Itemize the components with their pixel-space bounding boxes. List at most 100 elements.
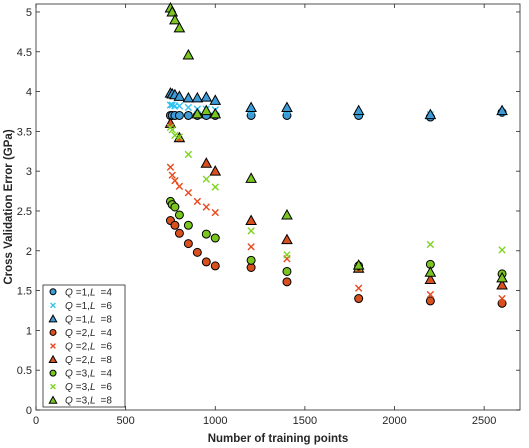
data-point (168, 171, 176, 179)
legend-marker (50, 383, 56, 390)
data-point (191, 107, 204, 119)
data-point (209, 107, 222, 119)
data-point (183, 239, 193, 249)
legend-label: Q =3,L =4 (65, 369, 112, 380)
data-point (200, 157, 213, 168)
x-tick-label: 0 (33, 415, 39, 427)
x-tick-label: 2500 (472, 415, 496, 427)
data-point (211, 183, 219, 191)
data-point (282, 266, 292, 276)
data-point (182, 91, 195, 103)
data-point (281, 101, 293, 112)
legend-marker (48, 395, 58, 404)
data-point (281, 208, 293, 220)
data-point (170, 220, 180, 230)
series-q1-l8 (164, 87, 508, 120)
data-point (352, 104, 365, 116)
data-point (247, 243, 255, 251)
x-axis-title: Number of training points (208, 433, 349, 445)
data-point (184, 150, 193, 159)
data-point (210, 261, 220, 271)
legend-entry: Q =3,L =6 (50, 382, 112, 393)
y-axis-ticks: 0 0.5 1 1.5 2 2.5 3 3.5 4 4.5 5 (17, 7, 520, 417)
legend-marker (50, 302, 56, 309)
legend-box (42, 284, 126, 408)
data-point (496, 271, 508, 283)
data-point (182, 48, 195, 60)
x-tick-label: 2000 (382, 415, 406, 427)
data-point (184, 103, 193, 112)
data-point (245, 172, 257, 183)
data-point (209, 94, 222, 105)
legend-marker (50, 343, 56, 349)
data-point (175, 102, 184, 110)
legend-marker (49, 328, 57, 336)
data-point (283, 251, 291, 259)
data-point (184, 188, 193, 197)
legend-label: Q =2,L =8 (65, 355, 112, 366)
legend-label: Q =2,L =6 (65, 342, 112, 353)
data-point (426, 290, 435, 299)
legend-marker (48, 314, 58, 323)
legend-entry: Q =2,L =6 (50, 342, 112, 353)
y-tick-label: 0.5 (17, 365, 32, 377)
data-point (201, 257, 211, 267)
data-point (496, 104, 508, 116)
data-point (193, 197, 202, 206)
data-point (209, 165, 222, 176)
legend-label: Q =1,L =4 (65, 287, 112, 298)
data-point (166, 163, 175, 171)
y-tick-label: 2.5 (17, 206, 32, 218)
data-point (496, 278, 508, 290)
y-tick-label: 2 (26, 246, 32, 258)
series-q3-l6 (166, 123, 506, 272)
legend-label: Q =1,L =8 (65, 314, 112, 325)
data-point (247, 227, 255, 235)
data-point (192, 247, 202, 257)
y-tick-label: 3.5 (17, 126, 32, 138)
data-point (424, 273, 437, 284)
legend-marker (48, 354, 58, 364)
legend-entry: Q =1,L =8 (48, 314, 112, 325)
data-point (174, 228, 184, 238)
data-point (171, 131, 179, 140)
data-point (211, 208, 219, 217)
data-point (202, 203, 210, 211)
data-point (200, 91, 213, 102)
data-point (200, 104, 213, 116)
data-point (282, 277, 292, 287)
data-point (425, 296, 435, 306)
y-axis-title: Cross Validation Error (GPa) (3, 129, 15, 284)
data-point (354, 294, 364, 304)
data-point (174, 110, 184, 120)
data-point (183, 220, 193, 230)
legend-marker (49, 369, 57, 377)
y-tick-label: 5 (26, 7, 32, 19)
data-point (171, 177, 179, 185)
data-point (426, 240, 435, 249)
data-point (191, 91, 204, 103)
legend-entry: Q =1,L =4 (49, 287, 112, 298)
legend-entry: Q =3,L =4 (49, 369, 112, 380)
data-marks (164, 1, 508, 308)
data-point (424, 108, 437, 120)
data-point (174, 210, 184, 220)
data-point (173, 90, 186, 101)
legend-label: Q =1,L =6 (65, 301, 112, 312)
data-point (173, 21, 186, 33)
data-point (175, 133, 184, 141)
legend-label: Q =2,L =4 (65, 328, 112, 339)
legend: Q =1,L =4 Q =1,L =6 Q =1,L =8 Q =2,L =4 Q =2,L =6 Q =2,L… (42, 284, 126, 408)
data-point (245, 101, 257, 112)
data-point (168, 126, 176, 134)
data-point (175, 182, 184, 190)
data-point (498, 294, 506, 303)
data-point (424, 266, 437, 277)
data-point (210, 233, 220, 243)
data-point (201, 229, 211, 239)
data-point (170, 202, 180, 212)
legend-entry: Q =1,L =6 (50, 301, 112, 312)
data-point (352, 259, 365, 270)
data-point (498, 246, 506, 254)
